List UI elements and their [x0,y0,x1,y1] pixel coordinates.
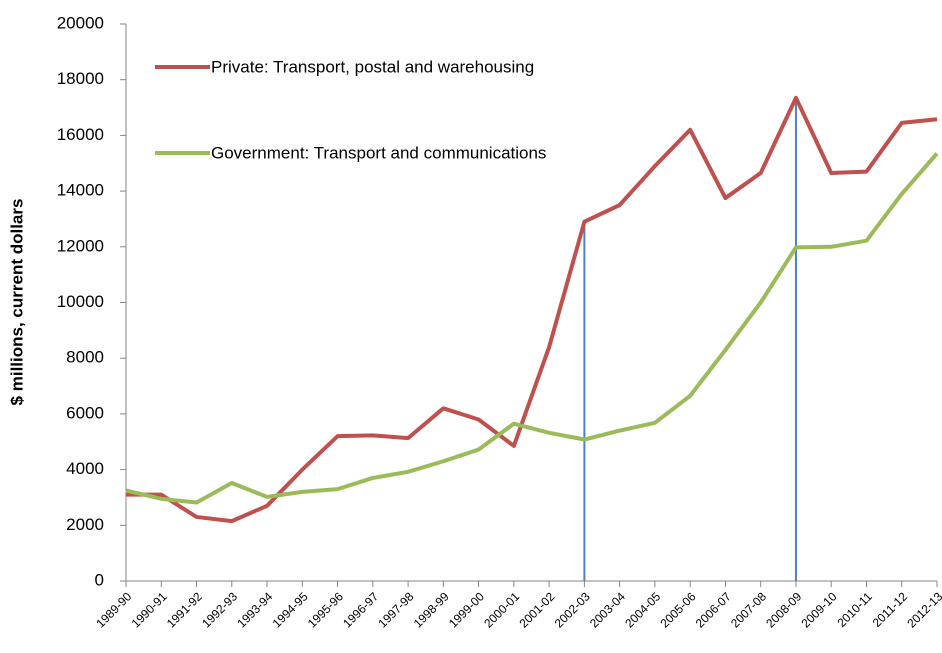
x-tick-label: 1992-93 [199,589,240,630]
y-tick-label: 18000 [57,69,104,88]
x-tick-label: 2006-07 [693,589,734,630]
series-line [126,95,938,524]
x-tick-label: 2004-05 [622,589,663,630]
x-tick-label: 2005-06 [657,589,698,630]
y-tick-label: 6000 [66,403,104,422]
x-tick-label: 2000-01 [481,589,522,630]
legend-label: Private: Transport, postal and warehousi… [211,57,534,76]
x-tick-label: 2012-13 [904,589,942,630]
x-tick-label: 2011-12 [870,589,911,630]
x-tick-label: 1995-96 [305,589,346,630]
x-tick-label: 1996-97 [340,589,381,630]
x-tick-label: 2003-04 [587,589,628,630]
x-tick-label: 2010-11 [834,589,875,630]
x-tick-label: 1999-00 [446,589,487,630]
series-line [125,152,939,505]
y-tick-label: 4000 [66,459,104,478]
x-tick-label: 2008-09 [763,589,804,630]
x-tick-label: 1994-95 [270,589,311,630]
x-tick-label: 2009-10 [799,589,840,630]
legend-label: Government: Transport and communications [211,143,546,162]
y-tick-label: 20000 [57,13,104,32]
y-tick-label: 12000 [57,236,104,255]
x-tick-label: 2002-03 [552,589,593,630]
y-tick-label: 14000 [57,181,104,200]
y-tick-label: 16000 [57,125,104,144]
x-tick-label: 1991-92 [164,589,205,630]
y-tick-label: 8000 [66,348,104,367]
y-tick-label: 10000 [57,292,104,311]
x-tick-label: 1997-98 [375,589,416,630]
y-axis-title: $ millions, current dollars [7,199,26,406]
y-tick-label: 2000 [66,515,104,534]
x-tick-label: 1993-94 [234,589,275,630]
x-tick-label: 2007-08 [728,589,769,630]
x-tick-label: 1989-90 [93,589,134,630]
x-tick-label: 2001-02 [516,589,557,630]
x-tick-label: 1998-99 [411,589,452,630]
x-tick-label: 1990-91 [129,589,170,630]
y-tick-label: 0 [95,570,104,589]
